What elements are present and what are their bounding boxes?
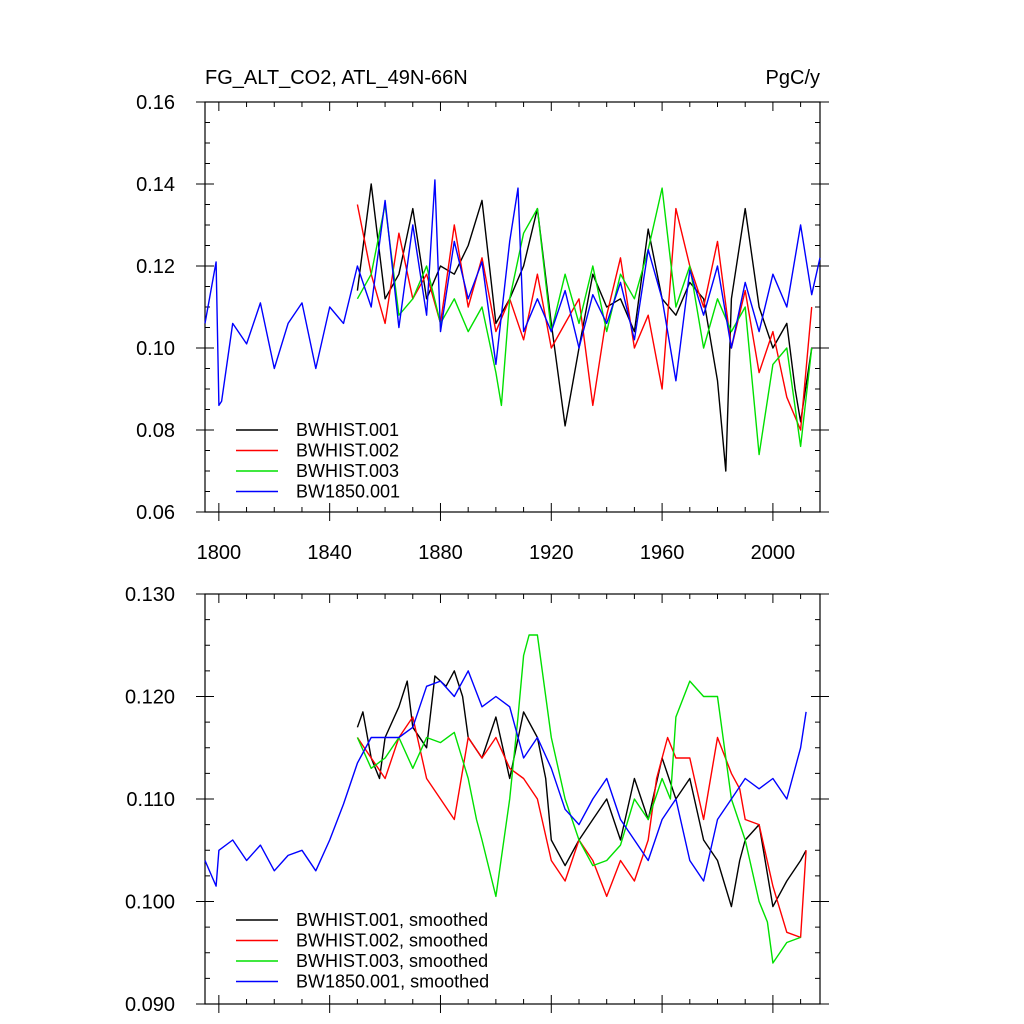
bottom-legend-label: BW1850.001, smoothed [296,972,489,992]
top-y-tick-label: 0.06 [136,502,175,524]
bottom-series-line-2 [356,716,807,939]
top-legend-label: BWHIST.003 [296,461,399,481]
top-x-tick-label: 1960 [640,542,685,564]
bottom-y-tick-label: 0.130 [125,584,175,606]
top-legend-label: BWHIST.002 [296,441,399,461]
bottom-legend-label: BWHIST.001, smoothed [296,910,488,930]
bottom-legend-label: BWHIST.003, smoothed [296,951,488,971]
bottom-series-line-1 [356,670,807,908]
top-chart-title: FG_ALT_CO2, ATL_49N-66N [205,67,468,89]
bottom-series-line-3 [356,634,801,964]
top-x-tick-label: 1920 [529,542,574,564]
top-x-tick-label: 1840 [307,542,352,564]
top-y-tick-label: 0.12 [136,256,175,278]
bottom-plot: 0.090 0.100 0.110 0.120 0.130 BWHIST.001, smo… [125,584,829,1016]
bottom-series-line-4 [204,670,807,887]
top-x-tick-label: 1800 [197,542,242,564]
bottom-y-tick-label: 0.100 [125,892,175,914]
top-legend-label: BW1850.001 [296,482,400,502]
bottom-y-tick-label: 0.120 [125,687,175,709]
top-x-tick-label: 1880 [418,542,463,564]
top-y-tick-label: 0.10 [136,338,175,360]
top-x-tick-label: 2000 [751,542,796,564]
bottom-legend-label: BWHIST.002, smoothed [296,931,488,951]
top-plot: 1800 1840 1880 1920 1960 2000 0.06 0.08 0.10 0.12… [136,67,829,564]
top-series-line-4 [204,179,821,407]
top-legend-label: BWHIST.001 [296,420,399,440]
top-units-label: PgC/y [766,67,820,89]
top-y-tick-label: 0.14 [136,174,175,196]
bottom-y-tick-label: 0.090 [125,994,175,1016]
top-y-tick-label: 0.08 [136,420,175,442]
top-y-tick-label: 0.16 [136,92,175,114]
bottom-y-tick-label: 0.110 [126,789,175,811]
